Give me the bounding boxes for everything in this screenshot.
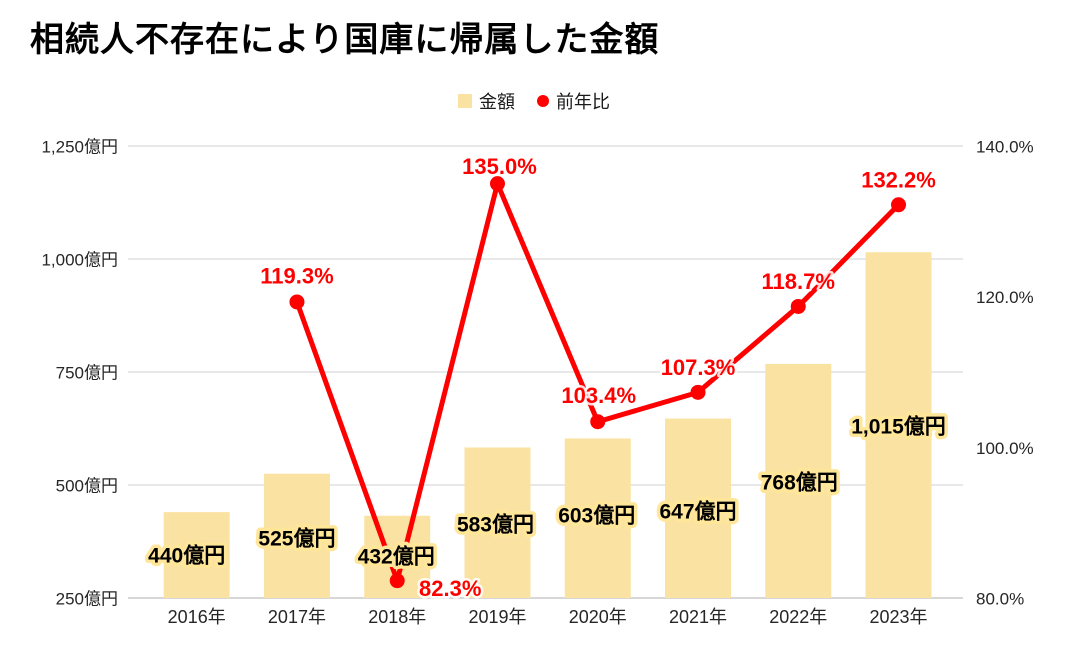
right-axis-tick-100: 100.0% xyxy=(976,439,1034,458)
yoy-value-label-2022: 118.7% xyxy=(762,269,835,294)
bar-2020 xyxy=(564,438,631,598)
line-series-dot-icon xyxy=(537,95,549,107)
yoy-dot-2021 xyxy=(690,384,706,400)
x-axis-label-2023: 2023年 xyxy=(869,607,927,627)
legend-item-yoy: 前年比 xyxy=(537,88,610,114)
x-axis-label-2019: 2019年 xyxy=(468,607,526,627)
bar-2017 xyxy=(263,473,330,598)
yoy-value-label-2018: 82.3% xyxy=(419,576,481,601)
x-axis-label-2020: 2020年 xyxy=(569,607,627,627)
bar-value-label-2019: 583億円 xyxy=(457,513,534,537)
bar-series-swatch-icon xyxy=(458,94,472,108)
bar-2016 xyxy=(163,512,230,598)
bar-value-label-2020: 603億円 xyxy=(558,504,635,528)
bar-value-label-2017: 525億円 xyxy=(258,527,335,551)
x-axis-label-2022: 2022年 xyxy=(769,607,827,627)
bar-2019 xyxy=(464,447,531,598)
chart-title: 相続人不存在により国庫に帰属した金額 xyxy=(30,21,660,59)
legend: 金額 前年比 xyxy=(0,88,1068,114)
bar-value-label-2022: 768億円 xyxy=(761,471,838,495)
bar-value-label-2023: 1,015億円 xyxy=(851,415,946,439)
yoy-dot-2019 xyxy=(489,176,505,192)
left-axis-tick-500: 500億円 xyxy=(56,477,118,496)
bar-value-label-2016: 440億円 xyxy=(148,544,225,568)
yoy-dot-2022 xyxy=(790,298,806,314)
yoy-dot-2017 xyxy=(289,294,305,310)
left-axis-tick-1000: 1,000億円 xyxy=(41,251,118,270)
x-axis-label-2021: 2021年 xyxy=(669,607,727,627)
right-axis-tick-120: 120.0% xyxy=(976,288,1034,307)
yoy-value-label-2019: 135.0% xyxy=(462,154,537,179)
legend-item-amount: 金額 xyxy=(458,88,515,114)
bar-2021 xyxy=(665,418,731,598)
bar-2023 xyxy=(865,252,932,598)
yoy-value-label-2021: 107.3% xyxy=(661,355,736,380)
x-axis-label-2016: 2016年 xyxy=(168,607,226,627)
bar-2022 xyxy=(765,363,832,598)
yoy-dot-2020 xyxy=(590,414,606,430)
legend-yoy-label: 前年比 xyxy=(556,92,610,112)
bar-value-label-2018: 432億円 xyxy=(358,545,435,569)
legend-amount-label: 金額 xyxy=(479,92,515,112)
right-axis-tick-80: 80.0% xyxy=(976,590,1024,609)
left-axis-tick-750: 750億円 xyxy=(56,364,118,383)
left-axis-tick-1250: 1,250億円 xyxy=(41,138,118,157)
yoy-value-label-2017: 119.3% xyxy=(260,263,333,288)
left-axis-tick-250: 250億円 xyxy=(56,590,118,609)
x-axis-label-2017: 2017年 xyxy=(268,607,326,627)
yoy-dot-2018 xyxy=(389,573,405,589)
yoy-value-label-2020: 103.4% xyxy=(561,383,636,408)
yoy-value-label-2023: 132.2% xyxy=(861,167,936,192)
x-axis-label-2018: 2018年 xyxy=(368,607,426,627)
right-axis-tick-140: 140.0% xyxy=(976,138,1034,157)
bar-value-label-2021: 647億円 xyxy=(659,500,736,524)
yoy-dot-2023 xyxy=(891,197,907,213)
